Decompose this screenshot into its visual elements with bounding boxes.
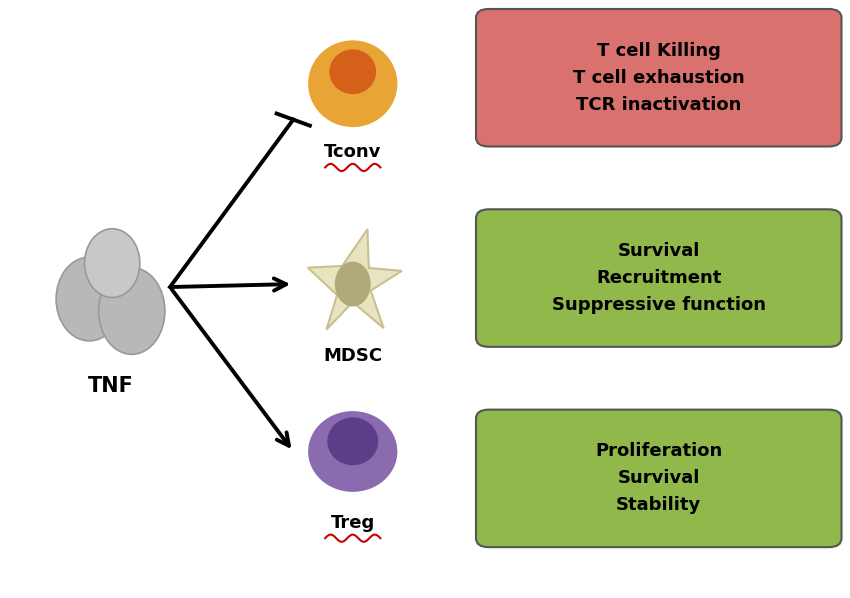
Polygon shape	[308, 229, 402, 329]
Text: Treg: Treg	[331, 514, 375, 532]
Ellipse shape	[327, 417, 378, 465]
Text: T cell Killing
T cell exhaustion
TCR inactivation: T cell Killing T cell exhaustion TCR ina…	[573, 42, 745, 114]
Ellipse shape	[308, 41, 397, 127]
Ellipse shape	[329, 50, 376, 94]
FancyBboxPatch shape	[476, 209, 842, 347]
Ellipse shape	[99, 268, 165, 354]
Ellipse shape	[308, 411, 397, 492]
Text: Proliferation
Survival
Stability: Proliferation Survival Stability	[595, 443, 722, 514]
FancyBboxPatch shape	[476, 9, 842, 147]
Ellipse shape	[56, 257, 122, 341]
Ellipse shape	[335, 262, 371, 307]
Ellipse shape	[85, 228, 139, 297]
Text: Tconv: Tconv	[324, 144, 382, 161]
FancyBboxPatch shape	[476, 410, 842, 547]
Text: Survival
Recruitment
Suppressive function: Survival Recruitment Suppressive functio…	[552, 242, 766, 314]
Text: MDSC: MDSC	[323, 347, 382, 365]
Text: TNF: TNF	[88, 376, 133, 396]
